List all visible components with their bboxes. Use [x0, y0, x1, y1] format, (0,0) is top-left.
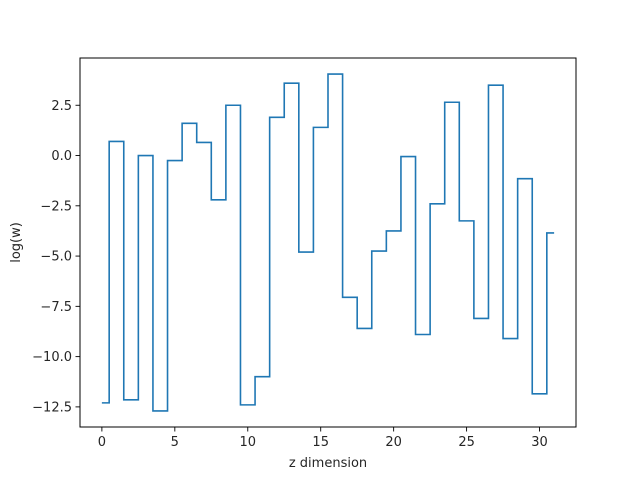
x-tick-label: 0: [98, 435, 106, 450]
x-tick-label: 30: [531, 435, 548, 450]
x-tick-label: 5: [171, 435, 179, 450]
y-axis-label: log(w): [9, 222, 24, 263]
plot-marks: [101, 73, 555, 412]
x-axis-ticks: 0 5 10 15 20 25 30: [98, 427, 548, 450]
y-tick-label: 2.5: [51, 99, 72, 114]
x-tick-label: 25: [458, 435, 475, 450]
y-tick-label: −10.0: [32, 350, 72, 365]
x-tick-label: 10: [239, 435, 256, 450]
y-axis-ticks: 2.5 0.0 −2.5 −5.0 −7.5 −10.0 −12.5: [32, 99, 80, 415]
y-tick-label: −7.5: [40, 300, 72, 315]
x-tick-label: 20: [385, 435, 402, 450]
y-tick-label: 0.0: [51, 149, 72, 164]
series-step-line: [101, 73, 555, 412]
y-tick-label: −5.0: [40, 250, 72, 265]
plot-frame: [79, 57, 577, 428]
x-axis-label: z dimension: [289, 456, 367, 471]
y-tick-label: −12.5: [32, 400, 72, 415]
y-tick-label: −2.5: [40, 199, 72, 214]
x-tick-label: 15: [312, 435, 329, 450]
